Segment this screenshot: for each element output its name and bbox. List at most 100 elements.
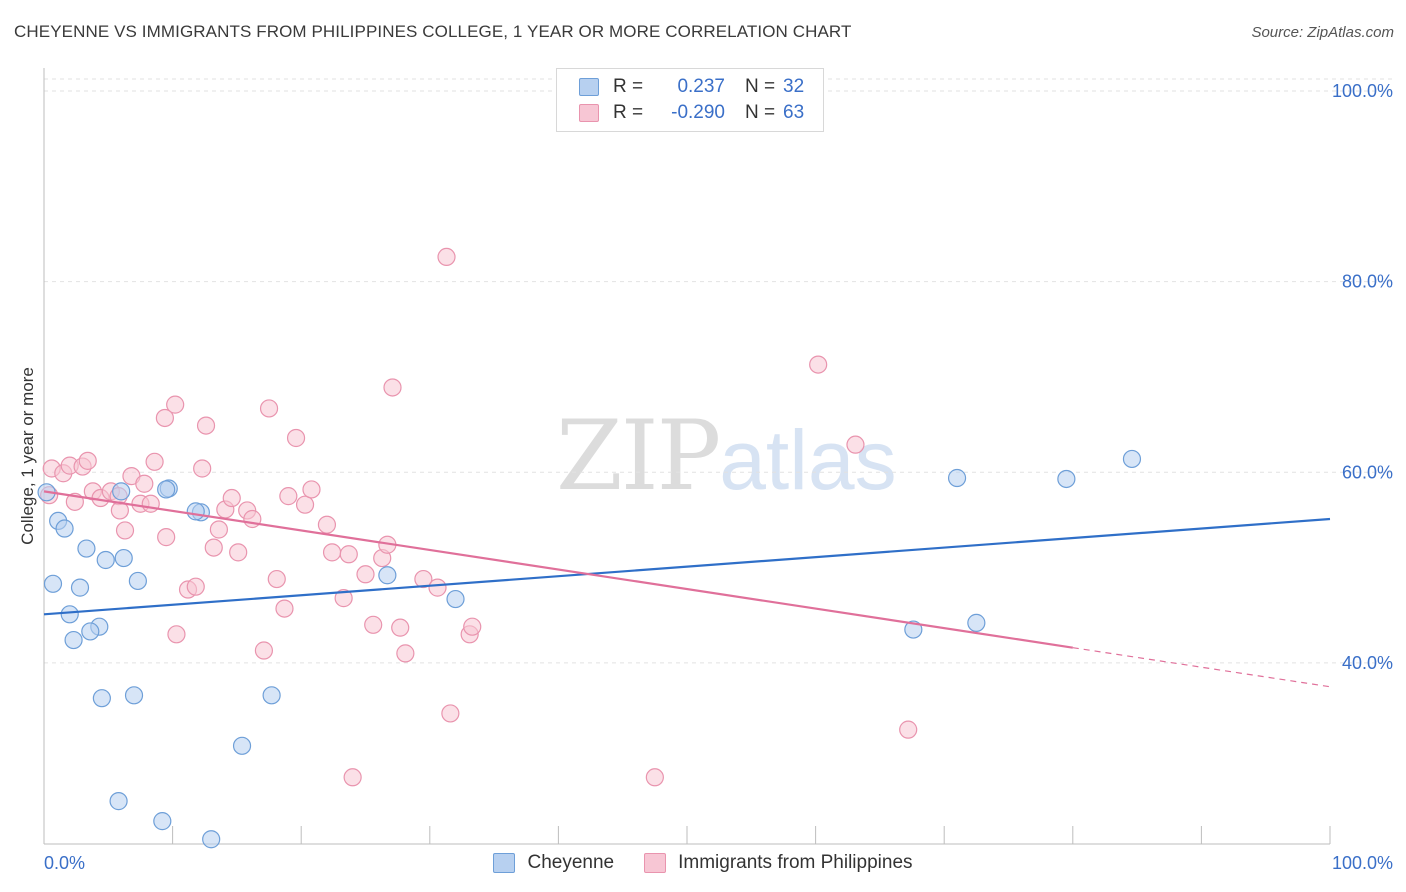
y-tick-label: 80.0% [1342, 272, 1393, 292]
watermark-atlas: atlas [719, 413, 897, 507]
philippines-point [437, 247, 456, 266]
cheyenne-point [967, 613, 986, 632]
philippines-point [286, 428, 306, 448]
philippines-point [204, 538, 223, 557]
philippines-point [157, 528, 176, 547]
philippines-point [78, 451, 97, 470]
cheyenne-point [92, 689, 111, 708]
legend-n-label: N = [745, 102, 776, 123]
philippines-point [846, 435, 865, 454]
philippines-point [809, 355, 828, 374]
philippines-point [279, 487, 298, 506]
cheyenne-point [60, 605, 79, 624]
philippines-point [145, 452, 164, 471]
series-philippines-points [40, 247, 918, 787]
y-tick-label: 40.0% [1342, 653, 1393, 673]
cheyenne-point [96, 550, 115, 570]
philippines-point [135, 474, 154, 493]
cheyenne-point [262, 686, 281, 705]
cheyenne-point [202, 830, 221, 849]
philippines-trend-line-extension [1072, 647, 1331, 688]
philippines-point [441, 704, 460, 723]
cheyenne-point [378, 566, 397, 585]
cheyenne-point [81, 622, 100, 641]
philippines-point [141, 494, 160, 513]
philippines-point [166, 395, 185, 414]
philippines-point [295, 495, 315, 514]
cheyenne-trend-line [43, 517, 1331, 616]
source-label: Source: ZipAtlas.com [1251, 24, 1394, 41]
series-name-cheyenne: Cheyenne [527, 852, 615, 873]
philippines-point [364, 615, 383, 634]
legend-row-cheyenne: R = 0.237 N = 32 [579, 75, 804, 99]
legend-swatch-cheyenne [579, 78, 599, 96]
philippines-point [356, 565, 375, 584]
cheyenne-point [128, 571, 147, 591]
philippines-point [222, 488, 241, 508]
philippines-point [383, 378, 402, 397]
cheyenne-point [55, 519, 74, 538]
philippines-point [196, 416, 216, 435]
legend-n-value: 32 [783, 76, 805, 97]
philippines-point [115, 521, 135, 540]
philippines-point [193, 459, 212, 478]
cheyenne-point [114, 548, 133, 568]
philippines-point [155, 408, 174, 428]
cheyenne-point [43, 574, 63, 593]
cheyenne-point [153, 812, 172, 831]
grid-lines [44, 78, 1394, 664]
cheyenne-point [109, 792, 128, 811]
zipatlas-watermark: ZIPatlas [556, 400, 897, 512]
philippines-point [463, 617, 482, 636]
y-axis-label: College, 1 year or more [18, 367, 37, 545]
legend-r-label: R = [613, 76, 644, 97]
series-swatch-philippines [644, 853, 667, 873]
philippines-point [259, 399, 279, 418]
legend-r-value: 0.237 [677, 76, 725, 97]
philippines-point [167, 625, 186, 644]
legend-row-philippines: R = -0.290 N = 63 [579, 101, 804, 125]
philippines-point [414, 569, 433, 589]
y-tick-label: 60.0% [1342, 462, 1393, 482]
philippines-point [339, 545, 358, 564]
cheyenne-point [112, 482, 131, 501]
x-tick-labels: 0.0% 100.0% [44, 853, 1393, 873]
philippines-point [254, 641, 274, 660]
philippines-point [322, 543, 342, 562]
trend-lines [43, 490, 1331, 688]
cheyenne-point [124, 686, 144, 705]
correlation-legend: R = 0.237 N = 32 R = -0.290 N = 63 [556, 68, 824, 132]
watermark-zip: ZIP [556, 400, 721, 512]
philippines-point [899, 720, 918, 739]
philippines-trend-line [43, 490, 1073, 649]
series-name-philippines: Immigrants from Philippines [678, 852, 913, 873]
axes [43, 68, 1331, 845]
series-cheyenne-points [37, 449, 1142, 849]
philippines-point [396, 644, 415, 663]
series-legend-philippines[interactable]: Immigrants from Philippines [644, 852, 913, 874]
legend-r-value: -0.290 [671, 102, 725, 123]
legend-n-label: N = [745, 76, 776, 97]
philippines-point [391, 618, 410, 637]
series-legend-cheyenne[interactable]: Cheyenne [493, 852, 614, 874]
y-tick-label: 100.0% [1332, 81, 1393, 101]
y-tick-labels: 100.0% 80.0% 60.0% 40.0% [1332, 81, 1393, 673]
cheyenne-point [232, 736, 252, 755]
philippines-point [186, 577, 205, 596]
x-tick-label: 0.0% [44, 853, 85, 873]
cheyenne-point [64, 630, 83, 650]
cheyenne-point [70, 578, 90, 597]
legend-n-value: 63 [783, 102, 805, 123]
chart-title: CHEYENNE VS IMMIGRANTS FROM PHILIPPINES … [14, 22, 852, 41]
series-swatch-cheyenne [493, 853, 516, 873]
cheyenne-point [186, 502, 205, 521]
legend-swatch-philippines [579, 104, 599, 122]
philippines-point [209, 520, 228, 539]
cheyenne-point [1057, 469, 1076, 489]
cheyenne-point [157, 480, 176, 499]
philippines-point [302, 480, 321, 499]
cheyenne-point [904, 620, 923, 639]
philippines-point [267, 569, 286, 589]
series-legend: Cheyenne Immigrants from Philippines [0, 852, 1406, 874]
